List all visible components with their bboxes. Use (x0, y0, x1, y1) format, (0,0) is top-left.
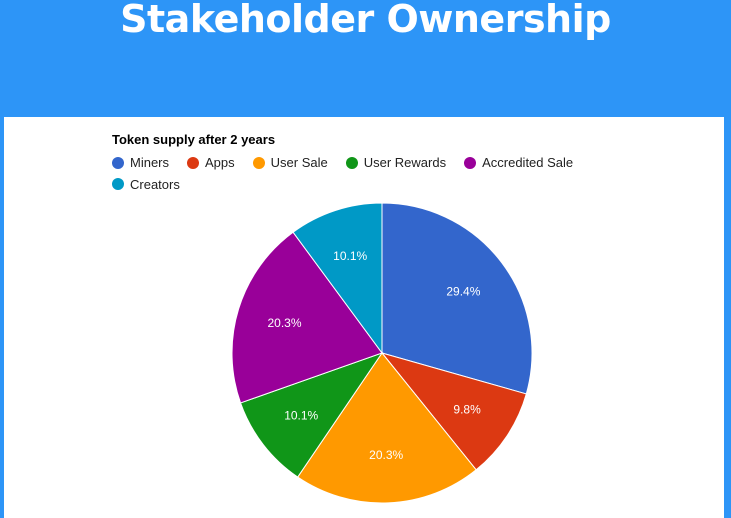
slice-value-label: 20.3% (267, 316, 301, 330)
legend-label: Miners (130, 155, 170, 170)
pie-slice-user-sale[interactable] (296, 352, 477, 504)
legend-label: User Sale (270, 155, 328, 170)
legend-label: Apps (205, 155, 235, 170)
page-title: Stakeholder Ownership (120, 0, 611, 41)
legend-swatch (345, 156, 358, 169)
pie-slice-creators[interactable] (292, 202, 383, 355)
chart-legend: Miners Apps User Sale User Rewards Accredite… (112, 152, 632, 195)
legend-item-accredited-sale[interactable]: Accredited Sale (464, 152, 573, 173)
slice-value-label: 10.1% (333, 249, 367, 263)
pie-chart: 29.4% 9.8% 20.3% 10.1% 20.3% 10.1% (231, 202, 533, 504)
slice-value-label: 20.3% (369, 448, 403, 462)
legend-item-user-sale[interactable]: User Sale (252, 152, 328, 173)
pie-slice-accredited-sale[interactable] (231, 231, 383, 404)
legend-label: User Rewards (363, 155, 447, 170)
legend-label: Accredited Sale (482, 155, 574, 170)
legend-item-user-rewards[interactable]: User Rewards (345, 152, 447, 173)
legend-swatch (464, 156, 477, 169)
pie-slice-user-rewards[interactable] (239, 352, 384, 478)
legend-swatch (112, 178, 124, 190)
chart-title: Token supply after 2 years (112, 132, 276, 147)
slice-value-label: 10.1% (284, 408, 318, 422)
legend-label: Creators (130, 176, 180, 192)
legend-item-creators[interactable]: Creators (112, 174, 180, 195)
legend-item-apps[interactable]: Apps (187, 152, 235, 173)
legend-swatch (187, 156, 200, 169)
legend-item-miners[interactable]: Miners (112, 152, 169, 173)
pie-slice-miners[interactable] (381, 202, 533, 395)
pie-slice-apps[interactable] (380, 352, 527, 471)
legend-swatch (252, 156, 265, 169)
slice-value-label: 29.4% (446, 285, 480, 299)
chart-panel: Token supply after 2 years Miners Apps Use… (4, 117, 724, 518)
legend-swatch (112, 156, 124, 169)
slice-value-label: 9.8% (453, 402, 481, 416)
